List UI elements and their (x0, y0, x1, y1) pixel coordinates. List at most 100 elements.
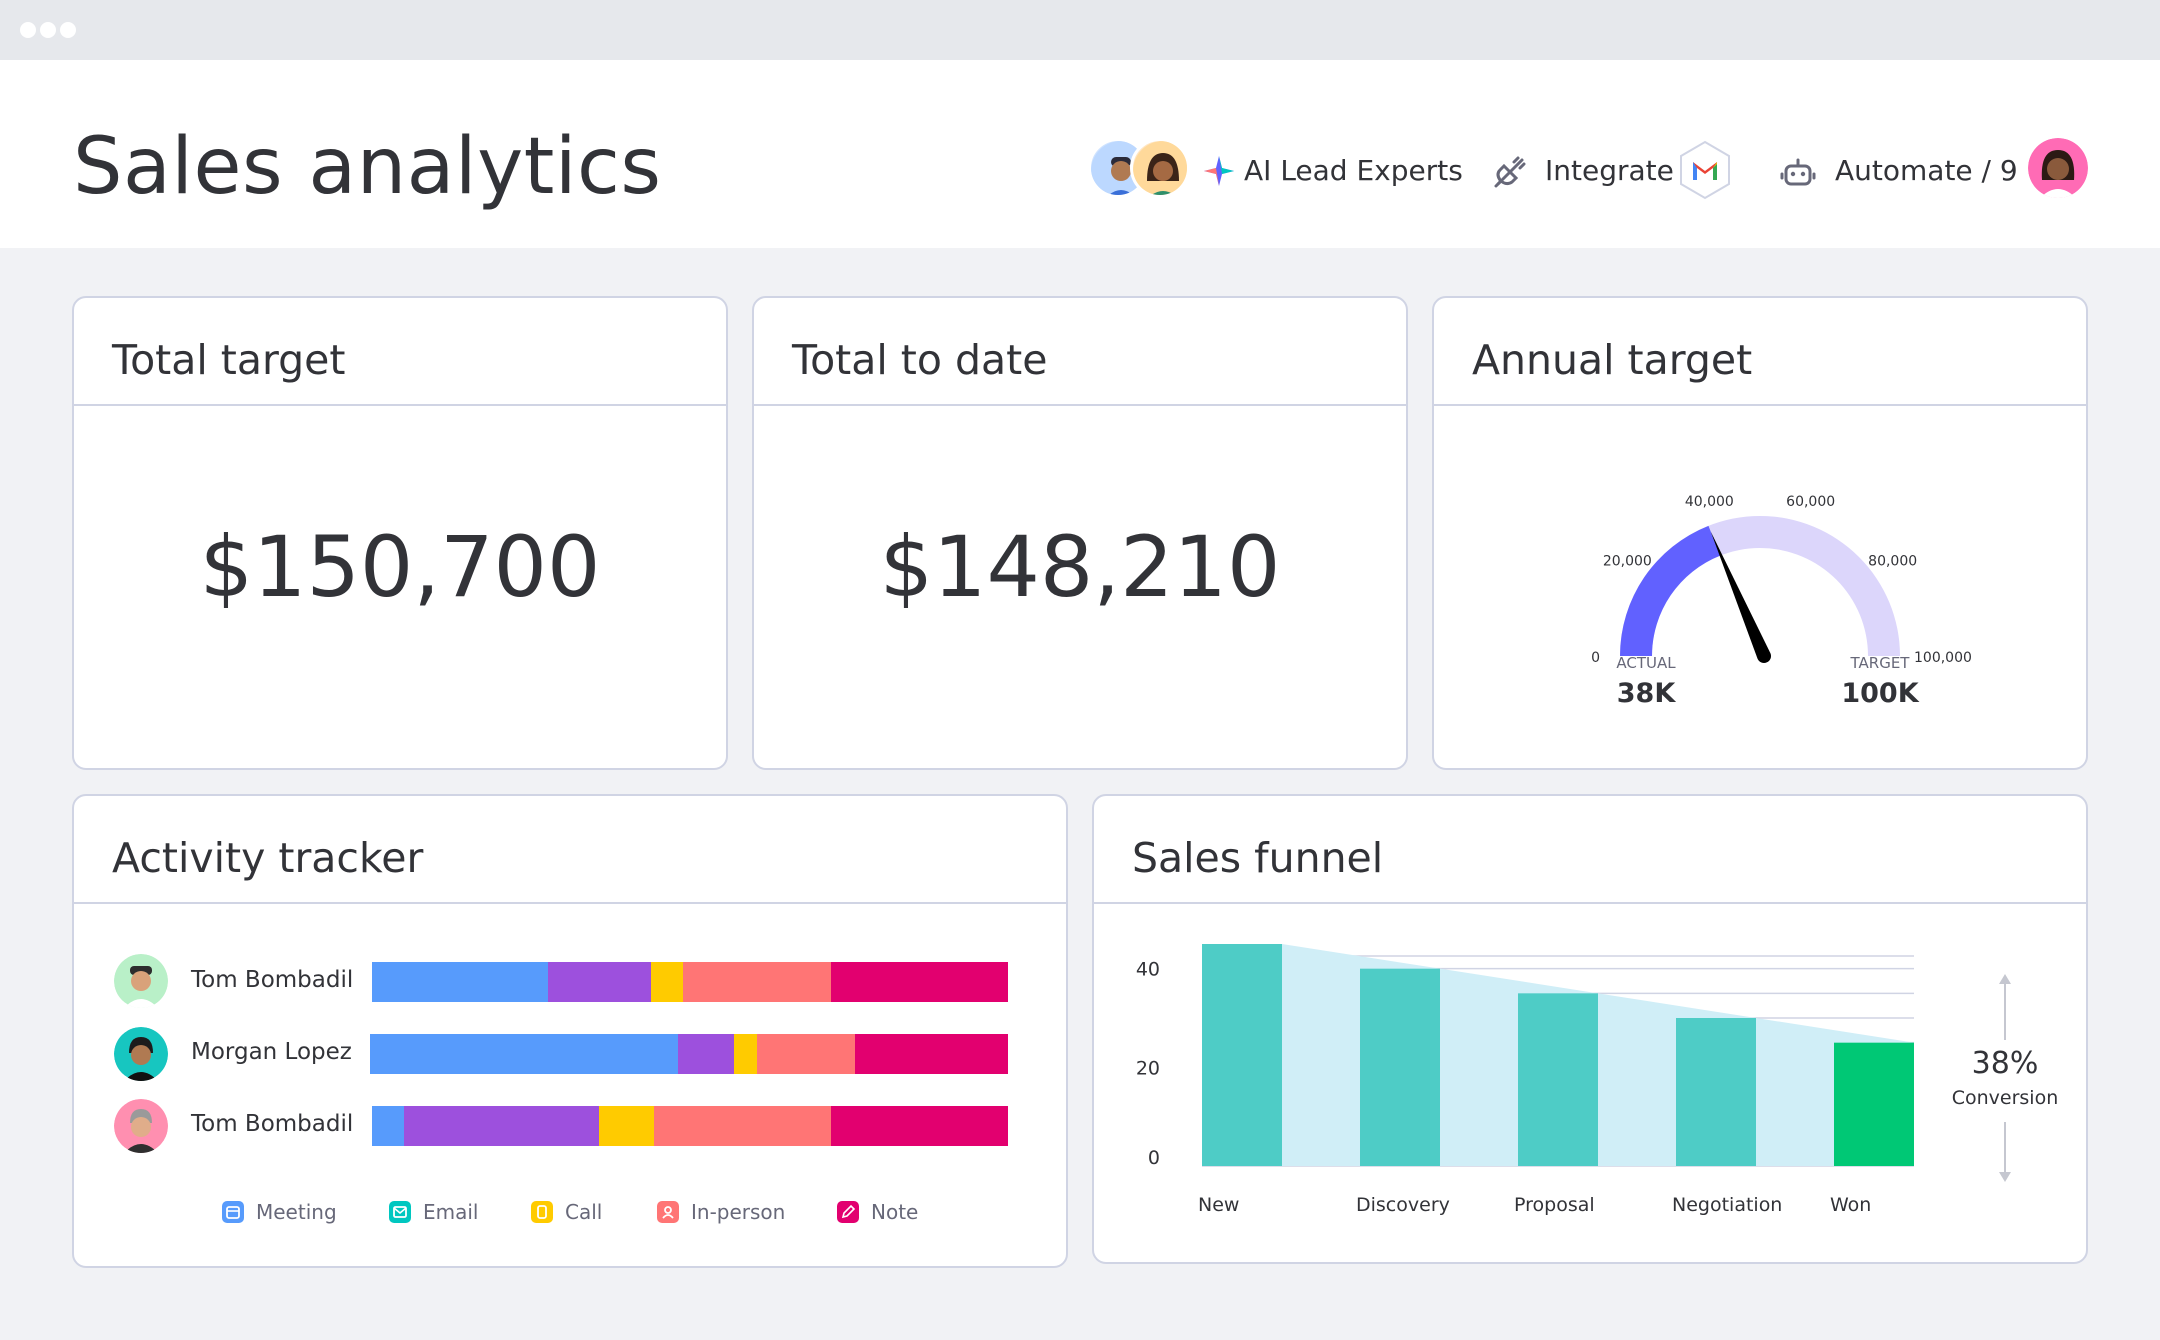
gauge-tick-label: 100,000 (1914, 650, 1972, 666)
email-icon (389, 1201, 411, 1223)
conversion-label: Conversion (1952, 1087, 2059, 1109)
y-tick-label: 20 (1136, 1057, 1160, 1079)
activity-bar (372, 1106, 1008, 1146)
page-header: Sales analytics AI Lead Experts (0, 60, 2160, 248)
person-avatar[interactable] (114, 1099, 168, 1153)
card-header: Activity tracker (74, 796, 1066, 904)
total-to-date-card: Total to date $148,210 (752, 296, 1408, 770)
annual-target-card: Annual target 0 20,000 40,000 60,000 80,000 1… (1432, 296, 2088, 770)
sales-funnel-card: Sales funnel 0 20 40 New Discovery Proposal N… (1092, 794, 2088, 1264)
sparkle-icon (1204, 156, 1234, 186)
ai-lead-experts-button[interactable]: AI Lead Experts (1244, 154, 1463, 187)
conversion-arrow-icon (1999, 974, 2011, 1182)
activity-bar (372, 962, 1008, 1002)
gauge-target-label: TARGET (1850, 654, 1911, 672)
legend-label: In-person (691, 1200, 786, 1224)
card-title: Total to date (792, 336, 1048, 384)
window-titlebar (0, 0, 2160, 60)
activity-segment-note[interactable] (854, 1034, 1008, 1074)
card-header: Total target (74, 298, 726, 406)
activity-segment-in-person[interactable] (756, 1034, 855, 1074)
legend-item-in-person[interactable]: In-person (657, 1197, 797, 1227)
activity-segment-meeting[interactable] (372, 962, 548, 1002)
person-avatar[interactable] (114, 1027, 168, 1081)
activity-segment-call[interactable] (650, 962, 683, 1002)
card-header: Sales funnel (1094, 796, 2086, 904)
funnel-bar-discovery[interactable] (1360, 968, 1440, 1166)
gauge-actual-value: 38K (1617, 678, 1677, 709)
conversion-value: 38% (1972, 1046, 2039, 1081)
pencil-icon (837, 1201, 859, 1223)
sales-funnel-chart: 0 20 40 New Discovery Proposal Negotiation Won… (1136, 944, 2059, 1216)
legend-label: Email (423, 1200, 479, 1224)
x-tick-label: New (1198, 1194, 1239, 1216)
card-header: Total to date (754, 298, 1406, 406)
activity-segment-in-person[interactable] (654, 1106, 831, 1146)
person-icon (2028, 138, 2088, 198)
card-title: Total target (112, 336, 346, 384)
total-target-value: $150,700 (199, 518, 601, 616)
gauge-tick-label: 60,000 (1786, 494, 1835, 510)
activity-segment-note[interactable] (830, 962, 1008, 1002)
integrate-button[interactable]: Integrate (1545, 154, 1674, 187)
window-dot-close[interactable] (20, 22, 36, 38)
legend-label: Call (565, 1200, 603, 1224)
activity-segment-call[interactable] (734, 1034, 757, 1074)
activity-tracker-card: Activity tracker (72, 794, 1068, 1268)
funnel-bar-new[interactable] (1202, 944, 1282, 1166)
legend-item-note[interactable]: Note (837, 1197, 937, 1227)
gauge-tick-label: 80,000 (1868, 554, 1917, 570)
activity-segment-meeting[interactable] (372, 1106, 404, 1146)
activity-segment-email[interactable] (547, 962, 651, 1002)
y-tick-label: 40 (1136, 959, 1160, 981)
legend-item-email[interactable]: Email (389, 1197, 499, 1227)
person-icon (1091, 141, 1145, 195)
total-target-card: Total target $150,700 (72, 296, 728, 770)
x-tick-label: Discovery (1356, 1194, 1450, 1216)
gauge-tick-label: 20,000 (1603, 554, 1652, 570)
funnel-x-tick-labels: New Discovery Proposal Negotiation Won (1198, 1194, 1871, 1216)
gmail-integration-badge[interactable] (1678, 140, 1732, 200)
total-to-date-value: $148,210 (879, 518, 1281, 616)
gauge-needle (1710, 531, 1771, 663)
page-title: Sales analytics (73, 122, 662, 212)
activity-segment-call[interactable] (599, 1106, 655, 1146)
funnel-bar-proposal[interactable] (1518, 993, 1598, 1166)
person-name: Morgan Lopez (191, 1039, 352, 1065)
x-tick-label: Negotiation (1672, 1194, 1782, 1216)
funnel-bar-negotiation[interactable] (1676, 1018, 1756, 1166)
automate-button[interactable]: Automate / 9 (1835, 154, 2018, 187)
card-header: Annual target (1434, 298, 2086, 406)
calendar-icon (222, 1201, 244, 1223)
gauge-tick-label: 0 (1591, 650, 1600, 666)
card-title: Annual target (1472, 336, 1753, 384)
person-avatar[interactable] (114, 954, 168, 1008)
window-dot-maximize[interactable] (60, 22, 76, 38)
phone-icon (531, 1201, 553, 1223)
legend-item-meeting[interactable]: Meeting (222, 1197, 342, 1227)
activity-bar (370, 1034, 1008, 1074)
gmail-icon (1680, 140, 1730, 200)
activity-segment-in-person[interactable] (683, 962, 831, 1002)
legend-label: Meeting (256, 1200, 337, 1224)
funnel-y-tick-labels: 0 20 40 (1136, 959, 1160, 1169)
user-avatar[interactable] (2028, 138, 2088, 198)
activity-segment-meeting[interactable] (370, 1034, 678, 1074)
funnel-bar-won[interactable] (1834, 1042, 1914, 1166)
activity-segment-note[interactable] (830, 1106, 1008, 1146)
legend-item-call[interactable]: Call (531, 1197, 621, 1227)
ai-expert-avatar-2[interactable] (1130, 138, 1190, 198)
person-icon (114, 1027, 168, 1081)
gauge-tick-labels: 0 20,000 40,000 60,000 80,000 100,000 (1591, 494, 1972, 666)
activity-segment-email[interactable] (677, 1034, 735, 1074)
window-dot-minimize[interactable] (40, 22, 56, 38)
activity-segment-email[interactable] (403, 1106, 600, 1146)
card-title: Sales funnel (1132, 834, 1384, 882)
gauge-tick-label: 40,000 (1685, 494, 1734, 510)
gauge-actual-label: ACTUAL (1616, 654, 1676, 672)
card-title: Activity tracker (112, 834, 424, 882)
person-name: Tom Bombadil (191, 967, 354, 993)
person-icon (1133, 141, 1187, 195)
y-tick-label: 0 (1148, 1147, 1160, 1169)
